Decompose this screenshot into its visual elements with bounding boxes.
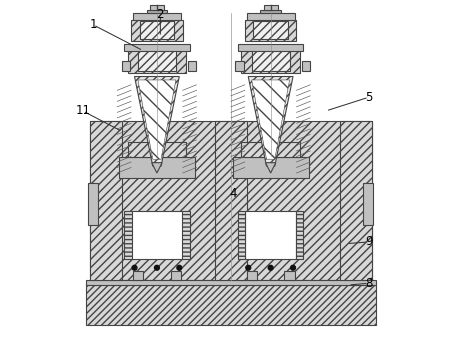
Bar [140,21,174,39]
Bar [241,47,300,73]
Bar [236,61,244,71]
Circle shape [291,265,295,270]
Bar [119,157,195,178]
Bar [363,183,373,225]
Text: 9: 9 [365,235,372,248]
Bar [138,49,176,71]
Bar [90,121,372,280]
Polygon shape [266,163,276,173]
Bar [285,271,295,280]
Circle shape [132,265,137,270]
Bar [245,20,297,41]
Bar [188,61,196,71]
Bar [264,5,278,10]
Bar [238,211,245,259]
Bar [233,157,309,178]
Polygon shape [138,80,176,159]
Circle shape [268,265,273,270]
Bar [182,211,189,259]
Text: 4: 4 [229,187,237,200]
Text: 5: 5 [365,91,372,104]
Bar [146,10,167,13]
Polygon shape [252,80,290,159]
Bar [215,121,247,280]
Bar [128,47,186,73]
Text: 8: 8 [365,277,372,290]
Bar [138,215,176,256]
Bar [252,215,290,256]
Bar [340,121,372,280]
Bar [131,211,183,259]
Circle shape [246,265,251,270]
Bar [131,20,183,41]
Bar [86,280,376,285]
Bar [238,44,304,51]
Bar [133,13,181,20]
Bar [247,271,257,280]
Polygon shape [248,76,293,166]
Bar [122,61,130,71]
Bar [86,285,376,325]
Polygon shape [134,76,179,166]
Circle shape [154,265,159,270]
Bar [124,44,189,51]
Bar [124,211,132,259]
Text: 2: 2 [157,8,164,21]
Bar [260,10,281,13]
Bar [252,49,290,71]
Bar [88,183,98,225]
Bar [150,5,164,10]
Circle shape [177,265,182,270]
Bar [128,142,186,157]
Bar [296,211,304,259]
Bar [133,271,143,280]
Text: 1: 1 [90,18,97,31]
Text: 11: 11 [75,104,90,118]
Bar [247,13,295,20]
Bar [90,121,122,280]
Bar [302,61,310,71]
Bar [245,211,297,259]
Bar [253,21,288,39]
Bar [241,142,300,157]
Polygon shape [152,163,162,173]
Bar [170,271,181,280]
